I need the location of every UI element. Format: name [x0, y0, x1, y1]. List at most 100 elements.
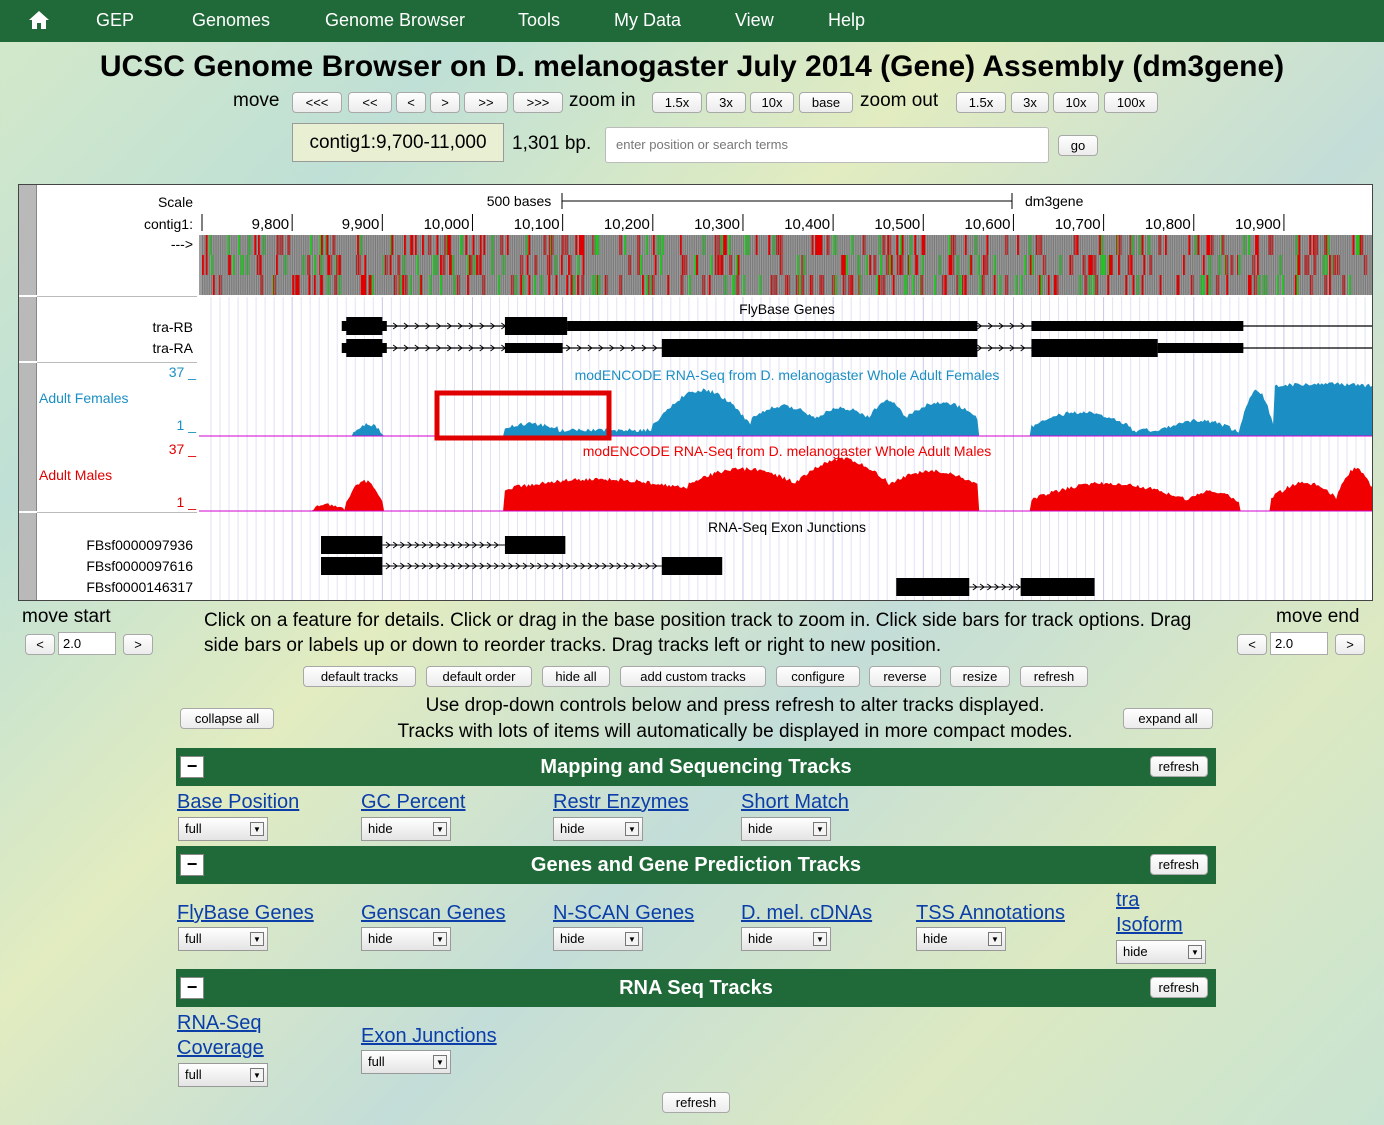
group-refresh-button[interactable]: refresh — [1149, 977, 1208, 998]
track-link-short-match[interactable]: Short Match — [741, 791, 849, 813]
base-mark — [331, 235, 333, 255]
nav-tools[interactable]: Tools — [518, 10, 561, 30]
move-left-far-button[interactable]: <<< — [292, 92, 342, 113]
default-tracks-button[interactable]: default tracks — [303, 666, 416, 687]
base-mark — [672, 275, 674, 295]
nav-my-data[interactable]: My Data — [614, 10, 682, 30]
move-end-right-button[interactable]: > — [1335, 634, 1365, 655]
track-link-tra-isoform[interactable]: tra — [1116, 889, 1140, 911]
mode-select-flybase-genes[interactable]: full ▼ — [178, 927, 268, 951]
mode-select-genscan-genes[interactable]: hide ▼ — [361, 927, 451, 951]
females-coverage-graph[interactable] — [199, 382, 1373, 436]
nav-help[interactable]: Help — [828, 10, 866, 30]
configure-button[interactable]: configure — [776, 666, 860, 687]
males-track-label[interactable]: Adult Males — [39, 467, 113, 483]
mode-select-nscan-genes[interactable]: hide ▼ — [553, 927, 643, 951]
mode-select-tra-isoform[interactable]: hide ▼ — [1116, 940, 1206, 964]
sidebar-exon-junctions[interactable] — [19, 513, 37, 600]
move-start-left-button[interactable]: < — [25, 634, 55, 655]
group-refresh-button[interactable]: refresh — [1149, 756, 1208, 777]
males-coverage-graph[interactable] — [199, 457, 1373, 511]
base-mark — [1018, 275, 1020, 295]
base-mark — [719, 235, 721, 255]
add-custom-tracks-button[interactable]: add custom tracks — [620, 666, 766, 687]
move-left-more-button[interactable]: << — [348, 92, 392, 113]
nav-view[interactable]: View — [735, 10, 774, 30]
track-link-restr-enzymes[interactable]: Restr Enzymes — [553, 791, 689, 813]
position-search-input[interactable]: enter position or search terms — [605, 127, 1049, 163]
gene-label-tra-rb[interactable]: tra-RB — [152, 319, 193, 335]
reverse-button[interactable]: reverse — [869, 666, 941, 687]
move-left-button[interactable]: < — [396, 92, 426, 113]
nav-gep[interactable]: GEP — [96, 10, 135, 30]
move-right-more-button[interactable]: >> — [464, 92, 508, 113]
track-link-gc-percent[interactable]: GC Percent — [361, 791, 466, 813]
junction-label-1[interactable]: FBsf0000097936 — [86, 537, 193, 553]
track-link-rnaseq-coverage[interactable]: Coverage — [177, 1037, 264, 1059]
mode-select-short-match[interactable]: hide ▼ — [741, 817, 831, 841]
mode-select-exon-junctions[interactable]: full ▼ — [361, 1050, 451, 1074]
track-link-dmel-cdnas[interactable]: D. mel. cDNAs — [741, 902, 873, 924]
gene-label-tra-ra[interactable]: tra-RA — [152, 340, 193, 356]
zoom-out-1-5x-button[interactable]: 1.5x — [956, 92, 1006, 113]
mode-select-tss-annotations[interactable]: hide ▼ — [916, 927, 1006, 951]
base-mark — [1155, 275, 1157, 295]
track-link-nscan-genes[interactable]: N-SCAN Genes — [553, 902, 695, 924]
bottom-refresh-button[interactable]: refresh — [662, 1092, 730, 1113]
sidebar-base-position[interactable] — [19, 185, 37, 295]
zoom-out-100x-button[interactable]: 100x — [1104, 92, 1158, 113]
sidebar-rnaseq-coverage[interactable] — [19, 363, 37, 511]
track-link-flybase-genes[interactable]: FlyBase Genes — [177, 902, 314, 924]
females-track-label[interactable]: Adult Females — [39, 390, 129, 406]
sidebar-flybase-genes[interactable] — [19, 297, 37, 361]
base-mark — [1172, 235, 1174, 255]
move-start-input[interactable]: 2.0 — [58, 632, 116, 655]
zoom-base-button[interactable]: base — [799, 92, 853, 113]
mode-select-restr-enzymes[interactable]: hide ▼ — [553, 817, 643, 841]
base-mark — [568, 235, 569, 255]
tracks-canvas[interactable]: 500 bases dm3gene 9,800 9,900 10,000 10,100… — [199, 185, 1373, 601]
nav-genome-browser[interactable]: Genome Browser — [325, 10, 466, 30]
collapse-group-button[interactable]: − — [180, 756, 204, 778]
default-order-button[interactable]: default order — [426, 666, 532, 687]
track-link-tra-isoform[interactable]: Isoform — [1116, 914, 1183, 936]
flybase-genes-track[interactable] — [341, 317, 1373, 357]
exon-junctions-track[interactable] — [321, 536, 1095, 596]
track-link-genscan-genes[interactable]: Genscan Genes — [361, 902, 506, 924]
collapse-all-button[interactable]: collapse all — [180, 708, 274, 729]
hide-all-button[interactable]: hide all — [542, 666, 610, 687]
zoom-in-10x-button[interactable]: 10x — [750, 92, 794, 113]
mode-select-rnaseq-coverage[interactable]: full ▼ — [178, 1063, 268, 1087]
track-image[interactable]: Scale contig1: ---> tra-RB tra-RA 37 _ A… — [18, 184, 1373, 601]
junction-label-2[interactable]: FBsf0000097616 — [86, 558, 193, 574]
base-mark — [916, 255, 919, 275]
expand-all-button[interactable]: expand all — [1123, 708, 1213, 729]
base-position-track[interactable] — [199, 235, 1373, 295]
home-icon[interactable] — [28, 10, 50, 30]
go-button[interactable]: go — [1058, 135, 1098, 156]
zoom-out-3x-button[interactable]: 3x — [1011, 92, 1049, 113]
track-link-tss-annotations[interactable]: TSS Annotations — [916, 902, 1065, 924]
refresh-button[interactable]: refresh — [1020, 666, 1088, 687]
move-end-input[interactable]: 2.0 — [1270, 632, 1328, 655]
move-start-right-button[interactable]: > — [123, 634, 153, 655]
move-right-button[interactable]: > — [430, 92, 460, 113]
junction-label-3[interactable]: FBsf0000146317 — [86, 579, 193, 595]
zoom-in-3x-button[interactable]: 3x — [706, 92, 746, 113]
nav-genomes[interactable]: Genomes — [192, 10, 271, 30]
move-right-far-button[interactable]: >>> — [513, 92, 563, 113]
track-link-rnaseq-coverage[interactable]: RNA-Seq — [177, 1012, 262, 1034]
zoom-in-1-5x-button[interactable]: 1.5x — [652, 92, 702, 113]
move-end-left-button[interactable]: < — [1237, 634, 1267, 655]
mode-select-gc-percent[interactable]: hide ▼ — [361, 817, 451, 841]
collapse-group-button[interactable]: − — [180, 977, 204, 999]
track-link-base-position[interactable]: Base Position — [177, 791, 300, 813]
group-refresh-button[interactable]: refresh — [1149, 854, 1208, 875]
zoom-out-10x-button[interactable]: 10x — [1053, 92, 1099, 113]
track-link-exon-junctions[interactable]: Exon Junctions — [361, 1025, 497, 1047]
resize-button[interactable]: resize — [950, 666, 1010, 687]
mode-select-dmel-cdnas[interactable]: hide ▼ — [741, 927, 831, 951]
base-mark — [270, 255, 272, 275]
mode-select-base-position[interactable]: full ▼ — [178, 817, 268, 841]
collapse-group-button[interactable]: − — [180, 854, 204, 876]
